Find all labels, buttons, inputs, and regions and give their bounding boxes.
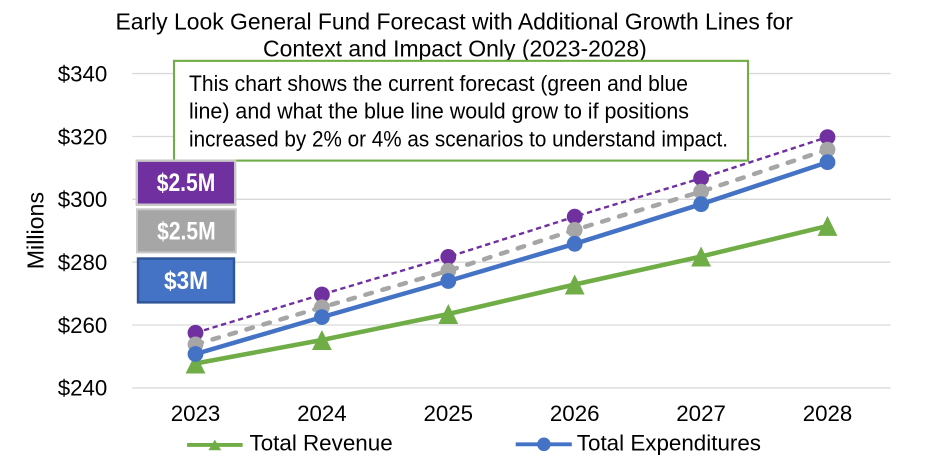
svg-text:This chart shows the current f: This chart shows the current forecast (g…	[189, 71, 688, 96]
svg-text:$2.5M: $2.5M	[157, 217, 216, 245]
svg-text:$2.5M: $2.5M	[157, 169, 216, 197]
svg-text:2027: 2027	[676, 401, 726, 426]
svg-text:2023: 2023	[171, 401, 221, 426]
svg-text:Early Look General Fund Foreca: Early Look General Fund Forecast with Ad…	[115, 9, 793, 35]
svg-text:$260: $260	[58, 313, 108, 338]
svg-text:Millions: Millions	[23, 192, 49, 269]
svg-text:2026: 2026	[550, 401, 600, 426]
svg-text:$280: $280	[58, 250, 108, 275]
svg-text:$3M: $3M	[164, 267, 208, 295]
svg-text:Context and Impact Only (2023-: Context and Impact Only (2023-2028)	[263, 36, 647, 62]
svg-text:2028: 2028	[803, 401, 853, 426]
svg-text:increased by 2% or 4% as scena: increased by 2% or 4% as scenarios to un…	[189, 127, 728, 152]
svg-text:$320: $320	[58, 124, 108, 149]
svg-text:$240: $240	[58, 376, 108, 401]
svg-text:line) and what the blue line w: line) and what the blue line would grow …	[189, 99, 689, 124]
svg-text:$340: $340	[58, 61, 108, 86]
svg-text:2025: 2025	[423, 401, 473, 426]
svg-text:$300: $300	[58, 187, 108, 212]
svg-text:Total Revenue: Total Revenue	[250, 430, 393, 455]
svg-text:2024: 2024	[297, 401, 347, 426]
svg-text:Total Expenditures: Total Expenditures	[577, 430, 761, 455]
